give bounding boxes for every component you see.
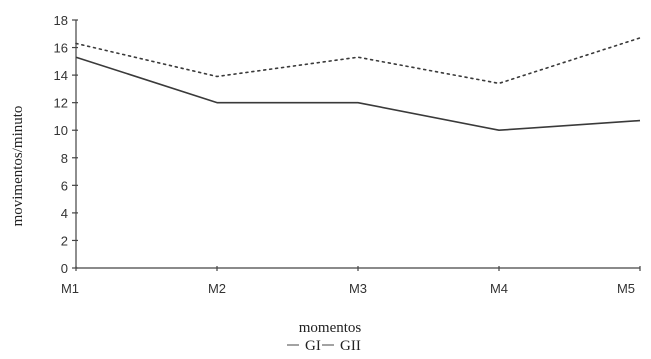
x-tick-label: M2	[208, 281, 226, 296]
x-tick-label: M5	[617, 281, 635, 296]
legend-label-gii: GII	[340, 338, 361, 354]
legend-label-gi: GI	[305, 338, 321, 354]
x-tick-label: M1	[61, 281, 79, 296]
series-layer	[75, 37, 641, 132]
y-tick-label: 6	[61, 178, 68, 193]
y-tick-label: 2	[61, 233, 68, 248]
legend: GI GII	[287, 338, 361, 354]
y-tick-label: 18	[54, 13, 68, 28]
y-ticks: 0 2 4 6 8 10 12 14 16 18	[54, 13, 78, 276]
x-ticks: M1 M2 M3 M4 M5	[61, 266, 641, 296]
y-tick-label: 4	[61, 206, 68, 221]
series-line-gii	[75, 37, 641, 85]
y-tick-label: 16	[54, 41, 68, 56]
y-tick-label: 0	[61, 261, 68, 276]
x-tick-label: M4	[490, 281, 508, 296]
y-tick-label: 10	[54, 123, 68, 138]
y-tick-label: 14	[54, 68, 68, 83]
y-tick-label: 8	[61, 151, 68, 166]
x-axis-title: momentos	[299, 320, 362, 336]
y-tick-label: 12	[54, 96, 68, 111]
y-axis-title: movimentos/minuto	[10, 106, 26, 227]
series-line-gi	[75, 56, 641, 132]
x-tick-label: M3	[349, 281, 367, 296]
